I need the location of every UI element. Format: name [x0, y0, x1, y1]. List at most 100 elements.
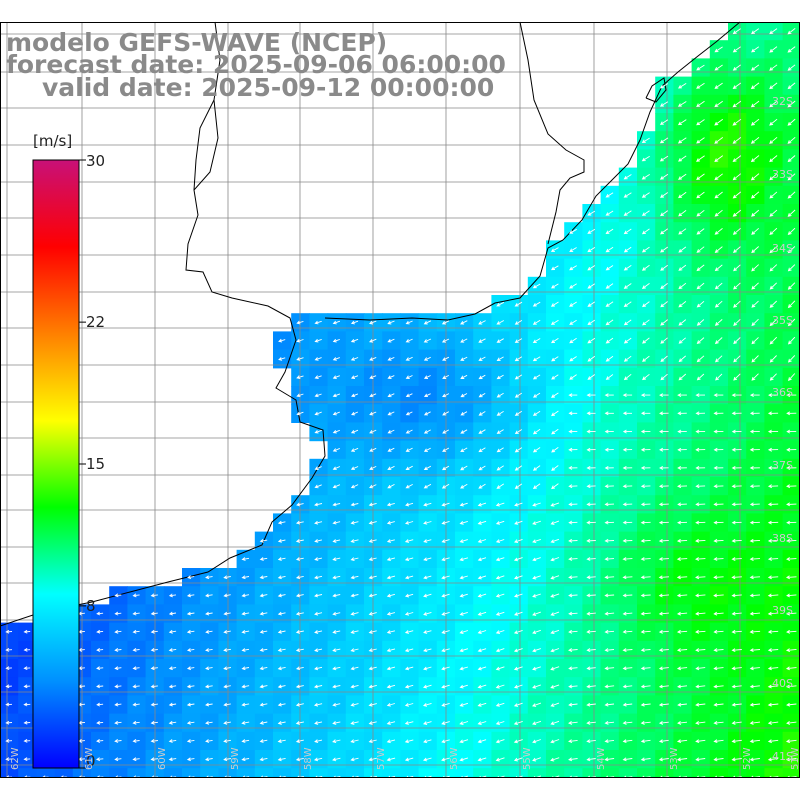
wind-arrow [441, 702, 450, 707]
colorbar-ticks [79, 159, 86, 769]
wind-arrow [623, 210, 632, 216]
wind-arrow [205, 575, 213, 580]
wind-arrow [622, 484, 633, 489]
wind-arrow [313, 757, 323, 762]
wind-arrow [550, 301, 559, 307]
latitude-label: 36S [772, 386, 793, 399]
wind-arrow [677, 484, 688, 489]
wind-arrow [550, 575, 560, 580]
wind-arrow [277, 557, 286, 561]
wind-arrow [441, 483, 450, 489]
wind-arrow [332, 575, 341, 580]
wind-arrow [186, 684, 195, 689]
wind-arrow [622, 520, 633, 525]
wind-arrow [659, 447, 669, 452]
wind-arrow [441, 611, 450, 616]
wind-arrow [767, 593, 779, 598]
wind-cell [709, 768, 729, 778]
wind-arrow [767, 611, 779, 616]
wind-arrow [569, 301, 577, 307]
wind-cell [345, 768, 365, 778]
wind-arrow [678, 282, 687, 290]
wind-arrow [641, 137, 650, 143]
wind-arrow [259, 720, 268, 725]
wind-arrow [676, 739, 688, 744]
wind-arrow [605, 319, 614, 326]
wind-arrow [731, 648, 742, 653]
wind-arrow [622, 411, 632, 416]
longitude-label: 53W [669, 747, 680, 770]
wind-arrow [714, 118, 724, 126]
wind-arrow [459, 684, 468, 689]
wind-arrow [695, 648, 706, 653]
wind-arrow [296, 375, 304, 379]
wind-arrow [677, 101, 687, 107]
wind-arrow [641, 264, 650, 271]
wind-cell [509, 768, 529, 778]
wind-arrow [733, 318, 741, 326]
wind-arrow [714, 209, 723, 217]
wind-arrow [769, 282, 778, 290]
wind-arrow [350, 557, 359, 562]
wind-arrow [731, 666, 742, 671]
wind-arrow [640, 702, 651, 707]
wind-arrow [678, 319, 687, 326]
wind-arrow [332, 721, 341, 725]
wind-arrow [696, 173, 705, 181]
wind-arrow [642, 301, 650, 308]
wind-arrow [731, 629, 742, 634]
wind-arrow [442, 447, 450, 452]
wind-arrow [114, 757, 122, 762]
wind-arrow [259, 629, 268, 634]
wind-arrow [568, 684, 578, 689]
wind-arrow [749, 393, 760, 397]
wind-arrow [150, 739, 158, 743]
wind-arrow [749, 721, 761, 725]
wind-arrow [787, 100, 796, 108]
wind-arrow [386, 739, 396, 744]
wind-arrow [441, 630, 450, 634]
wind-arrow [604, 702, 615, 707]
wind-arrow [695, 702, 706, 707]
wind-arrow [696, 319, 705, 326]
wind-arrow [532, 410, 541, 416]
wind-arrow [277, 702, 286, 707]
wind-arrow [295, 539, 304, 543]
wind-arrow [660, 337, 668, 344]
wind-arrow [695, 593, 706, 598]
wind-arrow [369, 375, 377, 379]
wind-arrow [714, 64, 723, 71]
wind-arrow [404, 721, 414, 725]
wind-arrow [442, 429, 450, 434]
latitude-label: 34S [772, 242, 793, 255]
wind-arrow [785, 739, 797, 744]
wind-arrow [369, 411, 377, 416]
coastline-lagoon [645, 77, 667, 103]
wind-arrow [277, 757, 286, 762]
wind-arrow [314, 575, 323, 580]
wind-arrow [749, 538, 761, 543]
wind-arrow [676, 575, 688, 580]
longitude-label: 57W [376, 747, 387, 770]
latitude-label: 39S [772, 604, 793, 617]
wind-cell [764, 768, 784, 778]
wind-arrow [277, 684, 286, 689]
wind-arrow [295, 739, 304, 744]
wind-arrow [659, 411, 669, 416]
wind-arrow [441, 557, 450, 562]
wind-arrow [550, 557, 560, 562]
wind-arrow [660, 301, 668, 308]
wind-arrow [732, 100, 742, 108]
wind-arrow [769, 355, 777, 363]
wind-arrow [259, 611, 268, 616]
wind-arrow [532, 611, 541, 616]
wind-arrow [751, 282, 759, 290]
wind-arrow [713, 429, 724, 434]
wind-arrow [369, 484, 377, 489]
wind-arrow [186, 720, 195, 725]
wind-arrow [369, 465, 377, 471]
wind-arrow [623, 355, 632, 362]
wind-arrow [296, 338, 304, 343]
wind-arrow [696, 228, 705, 235]
wind-arrow [787, 82, 796, 90]
